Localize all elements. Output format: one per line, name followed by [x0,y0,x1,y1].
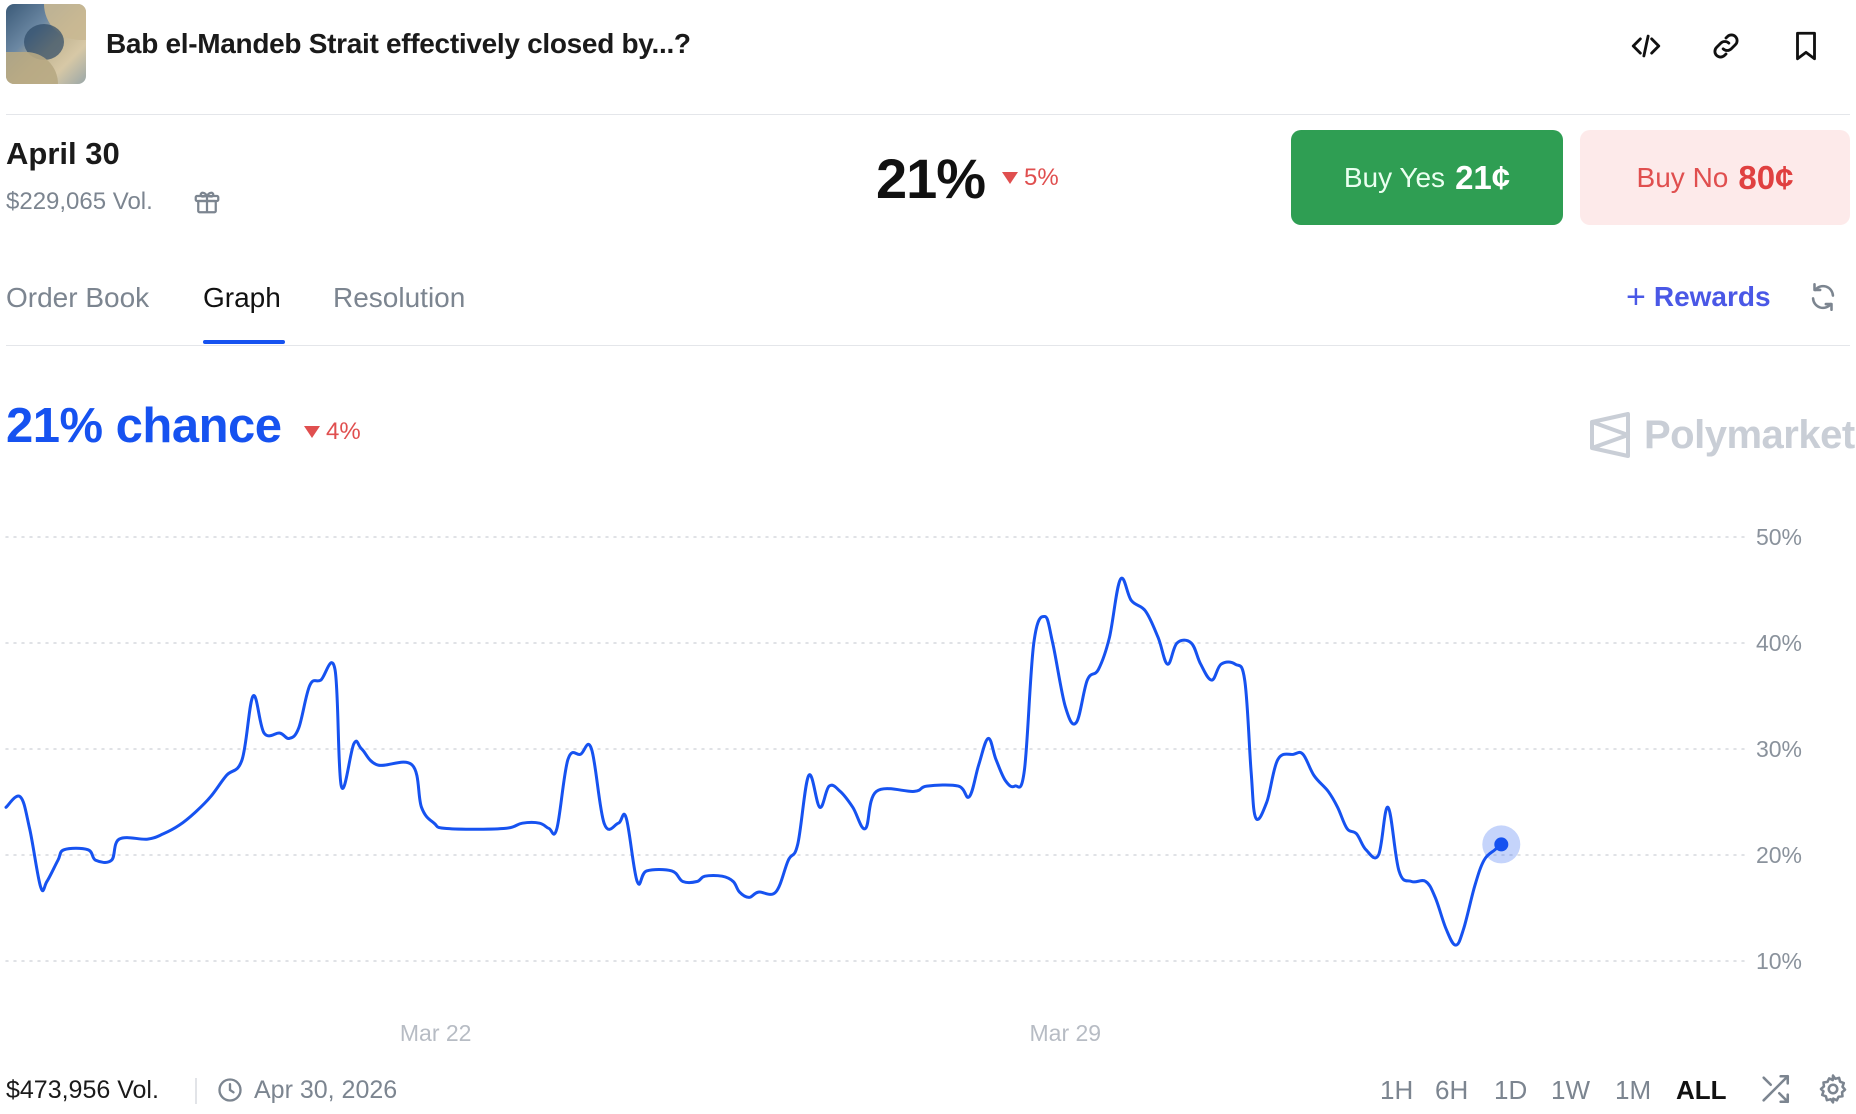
buy-no-price: 80¢ [1738,158,1794,196]
plus-icon: + [1626,278,1646,316]
code-icon[interactable] [1626,26,1666,66]
buy-yes-price: 21¢ [1455,158,1511,196]
range-6h[interactable]: 6H [1435,1075,1469,1105]
range-1h[interactable]: 1H [1380,1075,1414,1105]
buy-yes-button[interactable]: Buy Yes 21¢ [1291,130,1563,225]
y-tick-label: 40% [1756,630,1802,656]
buy-no-button[interactable]: Buy No 80¢ [1580,130,1850,225]
x-tick-label: Mar 29 [1030,1020,1102,1046]
y-tick-label: 10% [1756,948,1802,974]
chance-change-value: 4% [326,418,361,445]
polymarket-logo: Polymarket [1588,412,1855,458]
tab-resolution[interactable]: Resolution [333,282,466,313]
y-tick-label: 20% [1756,842,1802,868]
bookmark-icon[interactable] [1786,26,1826,66]
outcome-volume: $229,065 Vol. [6,188,153,215]
outcome-change: 5% [1002,164,1059,192]
market-title: Bab el-Mandeb Strait effectively closed … [106,28,691,59]
rewards-label: Rewards [1653,281,1771,312]
shuffle-icon[interactable] [1758,1072,1792,1106]
x-tick-label: Mar 22 [400,1020,472,1046]
outcome-change-value: 5% [1024,164,1059,191]
market-thumbnail [6,4,86,84]
tabs-divider [6,345,1850,346]
range-all[interactable]: ALL [1676,1075,1727,1105]
y-tick-label: 50% [1756,524,1802,550]
refresh-icon[interactable] [1806,280,1840,314]
down-triangle-icon [304,426,320,438]
gift-icon[interactable] [192,186,222,216]
chance-value: 21% chance [6,399,282,453]
outcome-probability: 21% [876,147,986,210]
range-1w[interactable]: 1W [1551,1075,1590,1105]
header-divider [6,114,1850,115]
clock-icon [216,1076,244,1104]
down-triangle-icon [1002,172,1018,184]
buy-no-label: Buy No [1636,161,1729,193]
tab-graph[interactable]: Graph [203,282,281,313]
price-chart[interactable]: 50% 40% 30% 20% 10% Mar 22 Mar 29 [0,500,1856,1060]
total-volume: $473,956 Vol. [6,1076,159,1104]
range-1m[interactable]: 1M [1615,1075,1652,1105]
settings-gear-icon[interactable] [1816,1072,1850,1106]
y-tick-label: 30% [1756,736,1802,762]
range-1d[interactable]: 1D [1494,1075,1528,1105]
outcome-name: April 30 [6,136,120,171]
series-line [4,576,1503,947]
footer-separator [195,1078,197,1104]
chance-change: 4% [304,418,361,446]
rewards-link[interactable]: + Rewards [1626,278,1771,316]
active-tab-indicator [203,340,285,344]
link-icon[interactable] [1706,26,1746,66]
buy-yes-label: Buy Yes [1343,161,1446,193]
tab-order-book[interactable]: Order Book [6,282,150,313]
polymarket-logo-icon [1590,412,1630,458]
market-header: Bab el-Mandeb Strait effectively closed … [6,4,1856,84]
end-date: Apr 30, 2026 [254,1076,398,1104]
current-point [1494,837,1509,852]
polymarket-logo-text: Polymarket [1644,412,1855,457]
